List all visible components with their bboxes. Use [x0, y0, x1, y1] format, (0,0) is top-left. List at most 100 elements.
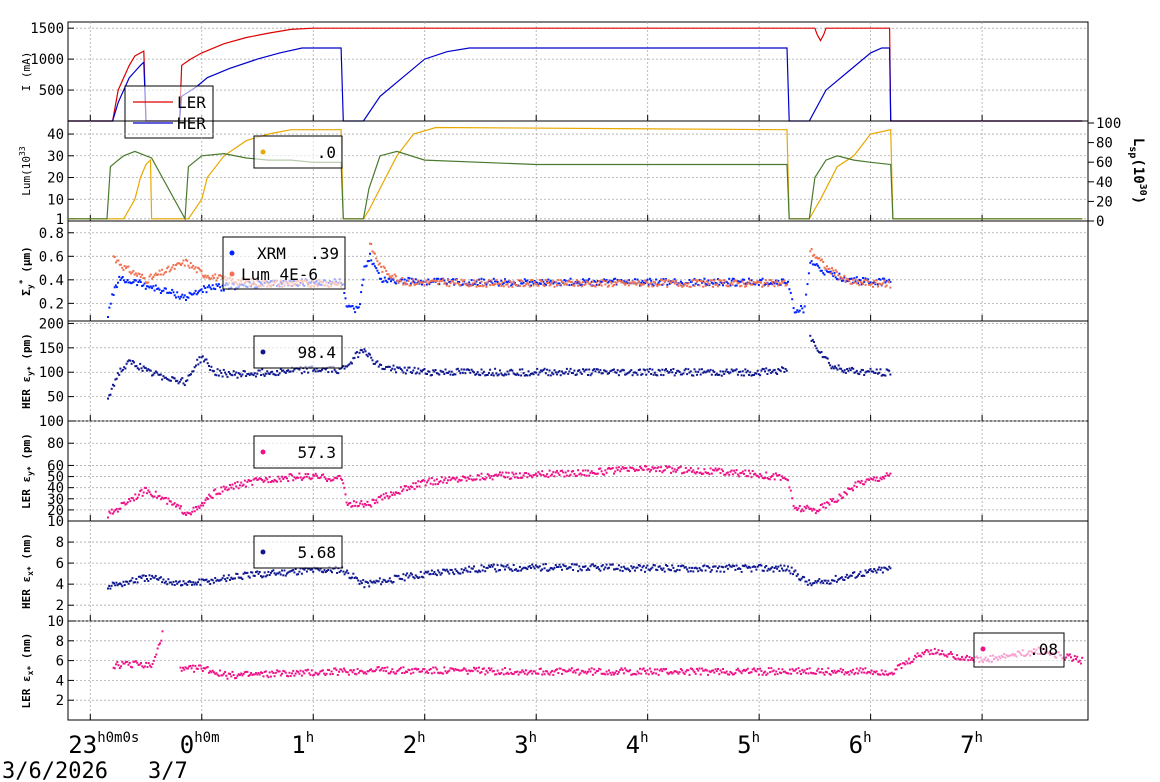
data-point — [616, 279, 619, 281]
data-point — [962, 658, 965, 661]
data-point — [331, 571, 333, 574]
data-point — [146, 285, 148, 288]
data-point — [460, 669, 463, 672]
data-point — [898, 664, 901, 667]
data-point — [826, 270, 828, 273]
data-point — [561, 469, 563, 472]
data-point — [380, 364, 383, 366]
data-point — [672, 566, 675, 569]
data-point — [542, 474, 545, 476]
data-point — [474, 373, 477, 376]
data-point — [588, 568, 591, 571]
data-point — [794, 569, 797, 572]
data-point — [251, 673, 254, 676]
data-point — [203, 502, 206, 504]
data-point — [123, 662, 126, 665]
data-point — [205, 276, 208, 279]
data-point — [291, 569, 293, 572]
y-tick-label: 0.2 — [39, 296, 64, 312]
data-point — [489, 476, 492, 479]
data-point — [507, 673, 510, 675]
data-point — [668, 568, 671, 571]
data-point — [504, 373, 506, 376]
data-point — [591, 563, 594, 566]
data-point — [197, 363, 200, 366]
data-point — [923, 651, 926, 653]
data-point — [376, 666, 379, 669]
data-point — [788, 569, 791, 572]
data-point — [749, 472, 752, 475]
data-point — [724, 473, 727, 476]
data-point — [676, 469, 679, 471]
data-point — [533, 567, 536, 570]
data-point — [489, 368, 492, 371]
data-point — [482, 284, 485, 287]
data-point — [361, 670, 364, 673]
data-point — [819, 351, 822, 354]
data-point — [247, 373, 250, 375]
data-point — [853, 371, 856, 374]
data-point — [616, 673, 619, 675]
data-point — [484, 673, 487, 676]
data-point — [183, 384, 186, 387]
y-tick-label: 1500 — [30, 21, 64, 37]
data-point — [584, 368, 587, 371]
data-point — [617, 466, 620, 469]
data-point — [639, 465, 641, 468]
data-point — [594, 472, 597, 475]
data-point — [733, 278, 736, 281]
data-point — [809, 261, 812, 264]
data-point — [143, 366, 146, 369]
data-point — [869, 283, 872, 286]
data-point — [813, 263, 816, 266]
data-point — [238, 576, 241, 579]
data-point — [822, 356, 825, 359]
data-point — [414, 667, 417, 670]
data-point — [149, 285, 152, 288]
data-point — [691, 566, 693, 569]
data-point — [627, 568, 630, 571]
data-point — [554, 280, 557, 283]
data-point — [522, 474, 525, 477]
data-point — [712, 282, 715, 285]
data-point — [376, 260, 379, 263]
data-point — [429, 280, 432, 282]
data-point — [734, 279, 737, 282]
x-tick-unit: h — [529, 730, 537, 746]
data-point — [590, 372, 593, 375]
data-point — [561, 370, 563, 373]
data-point — [489, 280, 492, 282]
data-point — [872, 570, 874, 573]
data-point — [141, 665, 144, 668]
data-point — [579, 371, 582, 374]
data-point — [665, 278, 667, 281]
data-point — [497, 672, 500, 675]
data-point — [714, 467, 717, 470]
data-point — [173, 294, 176, 297]
data-point — [826, 582, 828, 585]
data-point — [458, 283, 461, 286]
data-point — [194, 266, 197, 269]
data-point — [385, 492, 388, 495]
data-point — [463, 368, 466, 371]
data-point — [288, 671, 291, 674]
data-point — [286, 674, 288, 677]
data-point — [751, 565, 754, 568]
data-point — [774, 472, 777, 475]
data-point — [136, 274, 139, 277]
data-point — [661, 368, 664, 371]
data-point — [455, 368, 458, 371]
data-point — [267, 372, 270, 375]
data-point — [130, 362, 133, 365]
data-point — [185, 258, 187, 261]
data-point — [736, 282, 739, 285]
data-point — [718, 373, 721, 376]
data-point — [846, 368, 849, 370]
data-point — [439, 480, 442, 483]
data-point — [430, 477, 433, 480]
data-point — [656, 569, 659, 572]
data-point — [390, 491, 392, 494]
data-point — [879, 278, 882, 281]
legend-label: 57.3 — [297, 443, 336, 462]
legend-label: 5.68 — [297, 543, 336, 562]
